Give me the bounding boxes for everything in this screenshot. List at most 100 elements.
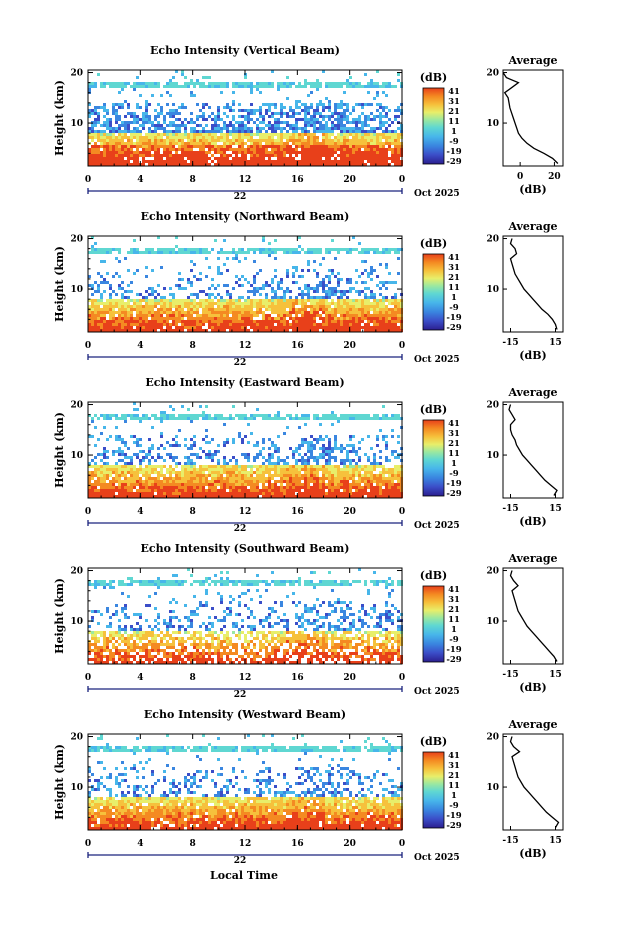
heatmap-cell [337, 163, 340, 166]
heatmap-cell [376, 323, 379, 326]
heatmap-cell [220, 320, 223, 323]
heatmap-cell [172, 311, 175, 314]
heatmap-cell [157, 127, 160, 130]
heatmap-cell [322, 414, 325, 417]
heatmap-cell [370, 79, 373, 82]
heatmap-cell [172, 124, 175, 127]
heatmap-cell [169, 85, 172, 88]
heatmap-cell [178, 157, 181, 160]
heatmap-cell [340, 290, 343, 293]
heatmap-cell [271, 302, 274, 305]
heatmap-cell [148, 453, 151, 456]
heatmap-cell [358, 251, 361, 254]
heatmap-cell [397, 154, 400, 157]
heatmap-cell [304, 465, 307, 468]
heatmap-cell [382, 477, 385, 480]
heatmap-cell [175, 305, 178, 308]
heatmap-cell [307, 82, 310, 85]
heatmap-cell [391, 474, 394, 477]
heatmap-cell [175, 311, 178, 314]
heatmap-cell [103, 106, 106, 109]
heatmap-cell [367, 474, 370, 477]
heatmap-cell [106, 308, 109, 311]
heatmap-cell [157, 311, 160, 314]
heatmap-cell [370, 317, 373, 320]
heatmap-cell [112, 112, 115, 115]
heatmap-cell [91, 302, 94, 305]
heatmap-cell [127, 456, 130, 459]
heatmap-cell [88, 329, 91, 332]
heatmap-cell [319, 326, 322, 329]
heatmap-cell [199, 474, 202, 477]
heatmap-cell [346, 281, 349, 284]
heatmap-cell [232, 465, 235, 468]
heatmap-cell [97, 248, 100, 251]
heatmap-cell [319, 160, 322, 163]
heatmap-cell [232, 441, 235, 444]
heatmap-cell [151, 133, 154, 136]
heatmap-cell [325, 142, 328, 145]
heatmap-cell [319, 417, 322, 420]
heatmap-cell [151, 444, 154, 447]
heatmap-cell [124, 323, 127, 326]
heatmap-cell [340, 136, 343, 139]
heatmap-cell [193, 160, 196, 163]
heatmap-cell [211, 139, 214, 142]
heatmap-cell [205, 329, 208, 332]
heatmap-cell [232, 314, 235, 317]
heatmap-cell [226, 462, 229, 465]
heatmap-cell [271, 465, 274, 468]
heatmap-cell [328, 248, 331, 251]
heatmap-cell [328, 145, 331, 148]
heatmap-cell [238, 148, 241, 151]
heatmap-cell [277, 145, 280, 148]
heatmap-cell [181, 73, 184, 76]
heatmap-cell [313, 314, 316, 317]
heatmap-cell [385, 456, 388, 459]
heatmap-cell [139, 94, 142, 97]
heatmap-cell [307, 474, 310, 477]
heatmap-cell [388, 281, 391, 284]
heatmap-cell [121, 121, 124, 124]
heatmap-cell [322, 444, 325, 447]
heatmap-cell [145, 109, 148, 112]
heatmap-cell [394, 305, 397, 308]
heatmap-cell [247, 130, 250, 133]
heatmap-cell [349, 329, 352, 332]
heatmap-cell [337, 148, 340, 151]
heatmap-cell [397, 251, 400, 254]
heatmap-cell [169, 311, 172, 314]
heatmap-cell [337, 320, 340, 323]
heatmap-cell [205, 160, 208, 163]
heatmap-cell [172, 299, 175, 302]
heatmap-cell [322, 130, 325, 133]
heatmap-cell [205, 124, 208, 127]
heatmap-cell [376, 417, 379, 420]
heatmap-cell [355, 308, 358, 311]
heatmap-cell [256, 287, 259, 290]
heatmap-cell [373, 456, 376, 459]
heatmap-cell [352, 417, 355, 420]
heatmap-cell [88, 435, 91, 438]
heatmap-cell [304, 118, 307, 121]
heatmap-cell [235, 317, 238, 320]
heatmap-cell [376, 91, 379, 94]
heatmap-cell [259, 414, 262, 417]
heatmap-cell [319, 308, 322, 311]
heatmap-cell [331, 477, 334, 480]
heatmap-cell [184, 163, 187, 166]
heatmap-cell [316, 465, 319, 468]
heatmap-cell [301, 118, 304, 121]
heatmap-cell [322, 465, 325, 468]
heatmap-cell [238, 314, 241, 317]
heatmap-cell [253, 299, 256, 302]
heatmap-cell [169, 82, 172, 85]
heatmap-cell [142, 459, 145, 462]
heatmap-cell [202, 308, 205, 311]
heatmap-cell [271, 320, 274, 323]
heatmap-cell [193, 477, 196, 480]
heatmap-cell [187, 163, 190, 166]
heatmap-cell [196, 248, 199, 251]
heatmap-cell [343, 462, 346, 465]
heatmap-cell [259, 151, 262, 154]
